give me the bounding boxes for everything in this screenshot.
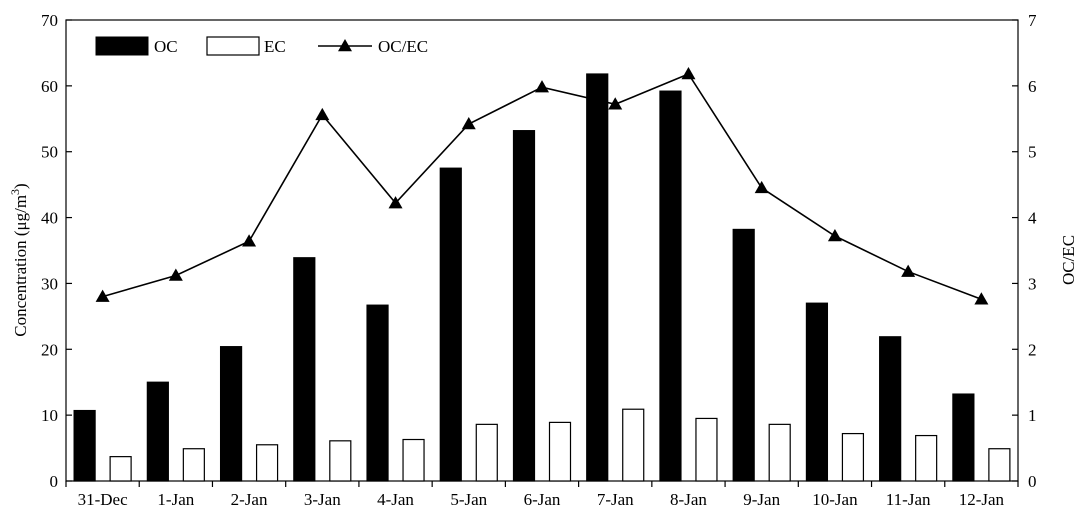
bar-oc <box>366 304 389 482</box>
x-tick-label: 5-Jan <box>450 490 487 509</box>
bar-oc <box>805 302 829 482</box>
y-tick-label: 30 <box>41 274 58 293</box>
y-tick-label: 0 <box>50 472 59 491</box>
y2-tick-label: 0 <box>1028 472 1037 491</box>
x-tick-label: 9-Jan <box>743 490 780 509</box>
point-ocec <box>535 80 549 93</box>
bar-oc <box>659 90 682 482</box>
bar-oc <box>146 381 169 482</box>
bar-oc <box>219 346 243 482</box>
plot-area <box>65 19 1019 482</box>
ratio-line-series <box>95 67 989 305</box>
bar-oc <box>586 73 609 482</box>
bar-ec <box>329 440 352 482</box>
x-tick-label: 3-Jan <box>304 490 341 509</box>
bar-oc <box>439 167 462 482</box>
y-tick-label: 20 <box>41 340 58 359</box>
point-ocec <box>242 234 257 247</box>
legend-label-ocec: OC/EC <box>378 37 428 56</box>
point-ocec <box>827 229 842 242</box>
axes: 0 10 20 30 40 50 60 70 0 1 2 3 4 5 6 7 31-Dec 1-Jan 2-Jan 3… <box>41 11 1037 509</box>
point-ocec <box>168 268 183 281</box>
line-ocec <box>102 73 982 300</box>
x-tick-label: 12-Jan <box>959 490 1005 509</box>
point-ocec <box>608 97 623 110</box>
point-ocec <box>681 67 696 80</box>
legend-swatch-ec <box>206 36 260 56</box>
y2-tick-label: 3 <box>1028 274 1037 293</box>
y2-tick-label: 5 <box>1028 143 1037 162</box>
x-tick-label: 10-Jan <box>812 490 858 509</box>
bar-oc <box>732 228 755 482</box>
y-tick-label: 40 <box>41 209 58 228</box>
y2-tick-label: 1 <box>1028 406 1037 425</box>
bar-ec <box>475 423 498 482</box>
bar-ec <box>622 408 645 482</box>
bar-ec <box>548 421 572 482</box>
y2-tick-label: 6 <box>1028 77 1037 96</box>
y2-tick-label: 4 <box>1028 209 1037 228</box>
plot-border <box>65 19 1019 482</box>
bar-ec <box>402 438 425 482</box>
bar-ec <box>695 417 718 482</box>
x-tick-label: 31-Dec <box>78 490 128 509</box>
point-ocec <box>974 292 989 305</box>
bar-oc <box>512 130 536 482</box>
y-tick-label: 10 <box>41 406 58 425</box>
bar-oc <box>952 393 975 482</box>
point-ocec <box>754 180 769 194</box>
bar-ec <box>988 448 1011 482</box>
bar-ec <box>182 448 205 482</box>
point-ocec <box>95 289 110 302</box>
bar-oc <box>293 257 316 482</box>
x-tick-label: 1-Jan <box>157 490 194 509</box>
y-axis-title: Concentration (μg/m3) <box>8 183 30 336</box>
point-ocec <box>901 264 916 277</box>
point-ocec <box>388 196 403 209</box>
bar-ec <box>915 434 938 482</box>
y-tick-label: 50 <box>41 143 58 162</box>
bar-oc <box>879 336 902 482</box>
x-tick-label: 2-Jan <box>231 490 268 509</box>
bar-ec <box>255 444 279 482</box>
legend: OC EC OC/EC <box>95 36 428 56</box>
legend-swatch-ocec-marker <box>338 39 352 52</box>
bar-ec <box>768 423 791 482</box>
x-tick-label: 7-Jan <box>597 490 634 509</box>
bar-oc <box>73 409 96 482</box>
bar-ec <box>109 456 132 482</box>
bar-series <box>73 73 1011 482</box>
y2-axis-title: OC/EC <box>1059 235 1078 285</box>
x-tick-label: 11-Jan <box>886 490 931 509</box>
x-tick-label: 6-Jan <box>524 490 561 509</box>
legend-label-oc: OC <box>154 37 178 56</box>
x-tick-label: 4-Jan <box>377 490 414 509</box>
point-ocec <box>461 117 476 130</box>
legend-swatch-oc <box>95 36 149 56</box>
y-tick-label: 70 <box>41 11 58 30</box>
x-tick-label: 8-Jan <box>670 490 707 509</box>
y2-tick-label: 2 <box>1028 340 1037 359</box>
y-tick-label: 60 <box>41 77 58 96</box>
y2-tick-label: 7 <box>1028 11 1037 30</box>
point-ocec <box>315 107 330 121</box>
bar-ec <box>841 432 865 482</box>
legend-label-ec: EC <box>264 37 286 56</box>
